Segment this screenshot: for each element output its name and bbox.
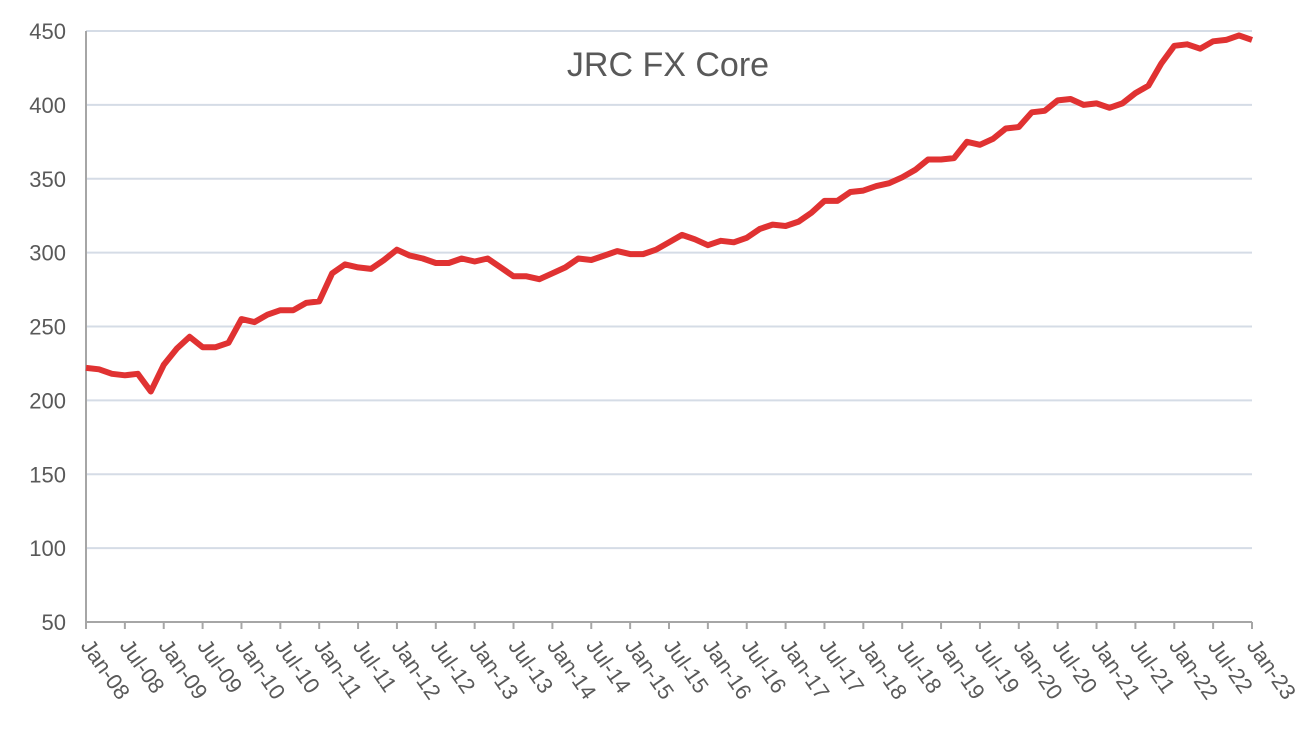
y-tick-label: 350 (29, 167, 66, 192)
chart-title: JRC FX Core (567, 46, 769, 84)
y-tick-label: 150 (29, 462, 66, 487)
y-tick-label: 450 (29, 19, 66, 44)
y-tick-label: 50 (42, 610, 66, 635)
x-tick-label: Jan-23 (1242, 635, 1301, 704)
y-tick-label: 200 (29, 388, 66, 413)
y-tick-label: 400 (29, 93, 66, 118)
y-tick-label: 300 (29, 241, 66, 266)
data-line (85, 32, 1253, 395)
y-tick-label: 100 (29, 536, 66, 561)
y-tick-label: 250 (29, 315, 66, 340)
